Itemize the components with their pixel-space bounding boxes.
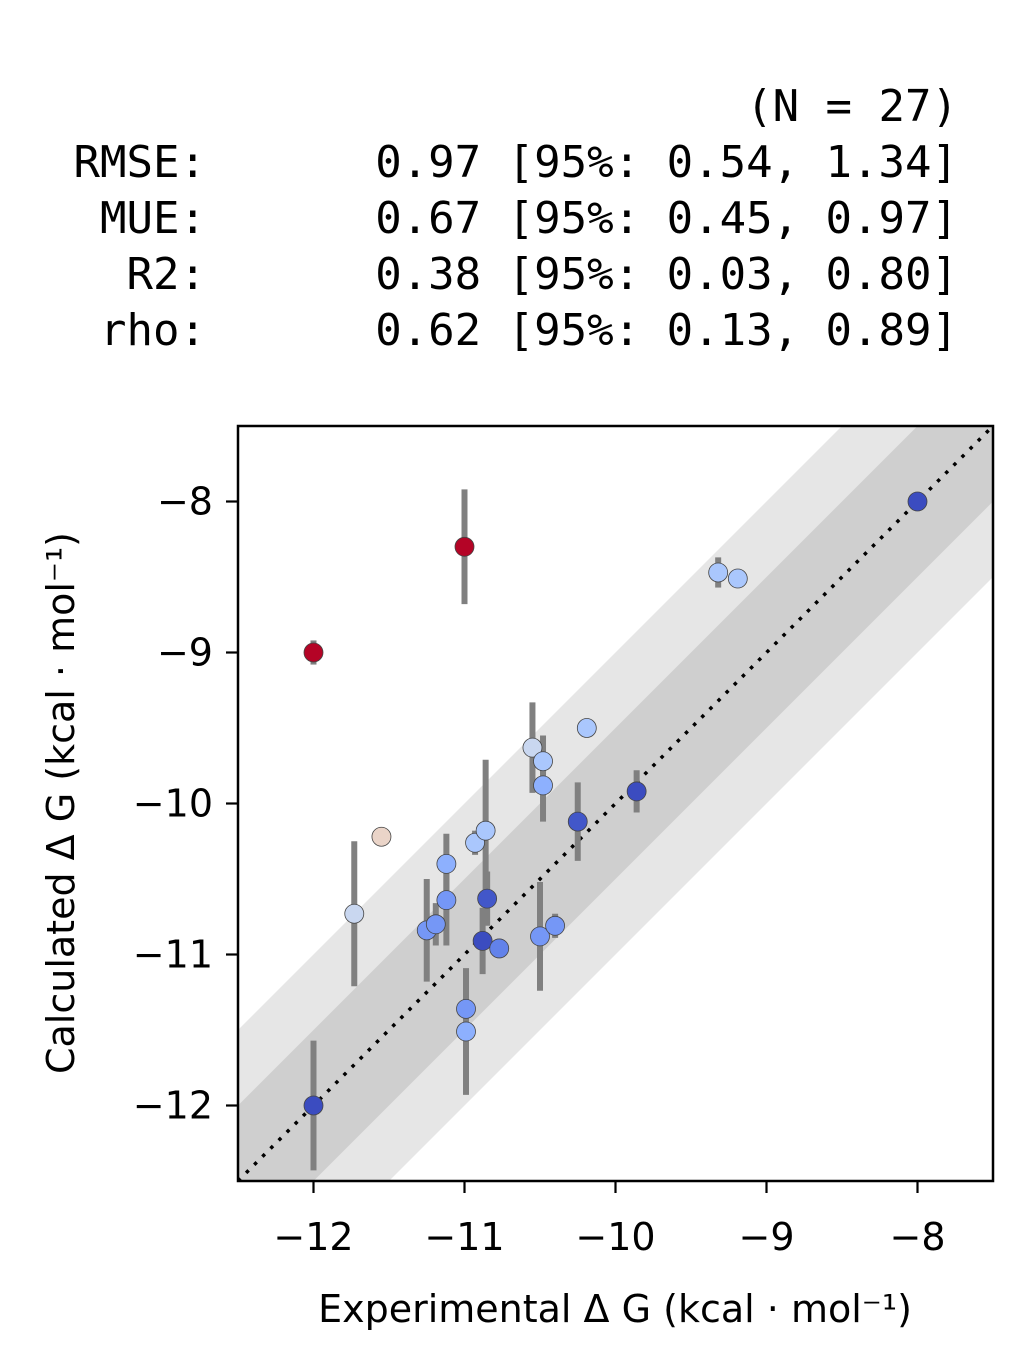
data-point-25	[708, 562, 729, 583]
data-point-27	[907, 491, 928, 512]
data-point-23	[567, 811, 588, 832]
data-point-17	[522, 737, 543, 758]
data-point-18	[530, 926, 550, 947]
y-tick-label: −8	[157, 480, 213, 524]
data-point-22	[576, 718, 597, 738]
data-point-10	[456, 998, 476, 1019]
stats-label-mue: MUE:	[100, 193, 206, 244]
data-point-2	[303, 642, 324, 663]
stats-value-rmse: 0.97 [95%: 0.54, 1.34]	[375, 137, 958, 188]
data-point-9	[436, 890, 457, 911]
data-point-20	[533, 775, 553, 796]
stats-count: (N = 27)	[746, 81, 958, 132]
data-point-15	[477, 888, 498, 909]
y-tick-label: −10	[133, 782, 213, 826]
data-point-3	[454, 536, 475, 557]
x-tick-label: −9	[738, 1215, 794, 1259]
data-point-4	[344, 903, 365, 924]
x-tick-label: −8	[889, 1215, 945, 1259]
stats-block: (N = 27) RMSE: 0.97 [95%: 0.54, 1.34] MU…	[74, 81, 958, 356]
x-axis: −12 −11 −10 −9 −8	[273, 1181, 946, 1259]
data-point-5	[371, 826, 392, 847]
stats-label-rho: rho:	[100, 305, 206, 356]
stats-value-rho: 0.62 [95%: 0.13, 0.89]	[375, 305, 958, 356]
x-tick-label: −12	[273, 1215, 353, 1259]
stats-value-mue: 0.67 [95%: 0.45, 0.97]	[375, 193, 958, 244]
data-point-7	[425, 914, 446, 935]
data-point-21	[545, 915, 565, 936]
data-point-13	[472, 931, 493, 951]
data-points	[303, 491, 928, 1116]
data-point-24	[626, 781, 647, 802]
y-tick-label: −9	[157, 631, 213, 675]
y-axis: −12 −11 −10 −9 −8	[133, 480, 238, 1128]
stats-value-r2: 0.38 [95%: 0.03, 0.80]	[375, 249, 958, 300]
x-tick-label: −10	[575, 1215, 655, 1259]
x-axis-label: Experimental Δ G (kcal · mol⁻¹)	[318, 1287, 912, 1331]
data-point-16	[489, 938, 510, 959]
y-tick-label: −11	[133, 933, 213, 977]
data-point-11	[456, 1021, 476, 1042]
data-point-8	[436, 854, 457, 874]
y-axis-label: Calculated Δ G (kcal · mol⁻¹)	[39, 532, 83, 1074]
stats-label-rmse: RMSE:	[74, 137, 206, 188]
data-point-1	[303, 1095, 324, 1116]
data-point-19	[533, 751, 553, 772]
stats-label-r2: R2:	[127, 249, 206, 300]
data-point-26	[727, 568, 748, 589]
y-tick-label: −12	[133, 1084, 213, 1128]
x-tick-label: −11	[424, 1215, 504, 1259]
data-point-14	[475, 820, 496, 841]
